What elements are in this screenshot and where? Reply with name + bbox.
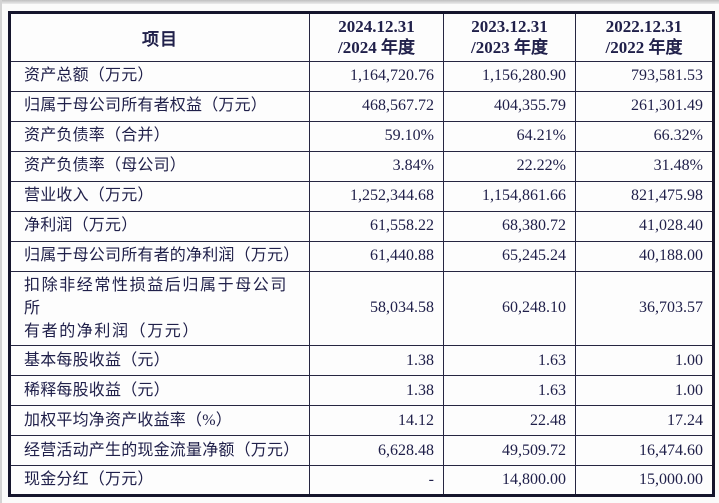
scan-edge-top bbox=[0, 0, 719, 4]
row-label: 归属于母公司所有者的净利润（万元） bbox=[9, 240, 310, 272]
table-header: 项目 2024.12.31 /2024 年度 2023.12.31 /2023 … bbox=[9, 12, 714, 62]
value-cell: 31.48% bbox=[575, 150, 714, 182]
value-cell: 3.84% bbox=[309, 150, 444, 182]
table-row-basic-eps: 基本每股收益（元） 1.38 1.63 1.00 bbox=[9, 345, 714, 377]
table-row-debt-ratio-parent: 资产负债率（母公司） 3.84% 22.22% 31.48% bbox=[9, 150, 714, 182]
table-row-weighted-avg-roe: 加权平均净资产收益率（%） 14.12 22.48 17.24 bbox=[9, 405, 714, 437]
table-row-total-assets: 资产总额（万元） 1,164,720.76 1,156,280.90 793,5… bbox=[9, 60, 714, 92]
scan-edge-left bbox=[0, 0, 2, 503]
row-label: 经营活动产生的现金流量净额（万元） bbox=[9, 435, 310, 467]
value-cell: 17.24 bbox=[575, 405, 714, 437]
value-cell: 14.12 bbox=[309, 405, 444, 437]
value-cell: 40,188.00 bbox=[575, 240, 714, 272]
row-label: 现金分红（万元） bbox=[9, 465, 310, 497]
financial-summary-table: 项目 2024.12.31 /2024 年度 2023.12.31 /2023 … bbox=[8, 11, 715, 498]
value-cell: 1,252,344.68 bbox=[309, 180, 444, 212]
header-period-2023-cell: 2023.12.31 /2023 年度 bbox=[443, 12, 576, 62]
row-label: 归属于母公司所有者权益（万元） bbox=[9, 90, 310, 122]
value-cell: 61,440.88 bbox=[309, 240, 444, 272]
header-item-cell: 项目 bbox=[9, 12, 310, 62]
value-cell: 16,474.60 bbox=[575, 435, 714, 467]
table-row-net-profit: 净利润（万元） 61,558.22 68,380.72 41,028.40 bbox=[9, 210, 714, 242]
table-row-diluted-eps: 稀释每股收益（元） 1.38 1.63 1.00 bbox=[9, 375, 714, 407]
value-cell: 1,164,720.76 bbox=[309, 60, 444, 92]
period-date: 2022.12.31 bbox=[605, 17, 683, 36]
value-cell: 261,301.49 bbox=[575, 90, 714, 122]
header-row: 项目 2024.12.31 /2024 年度 2023.12.31 /2023 … bbox=[9, 12, 714, 62]
row-label: 加权平均净资产收益率（%） bbox=[9, 405, 310, 437]
table-row-operating-cash-flow: 经营活动产生的现金流量净额（万元） 6,628.48 49,509.72 16,… bbox=[9, 435, 714, 467]
row-label: 资产总额（万元） bbox=[9, 60, 310, 92]
value-cell: - bbox=[309, 465, 444, 497]
row-label: 稀释每股收益（元） bbox=[9, 375, 310, 407]
value-cell: 1.00 bbox=[575, 345, 714, 377]
value-cell: 1,156,280.90 bbox=[443, 60, 576, 92]
header-period-2024-cell: 2024.12.31 /2024 年度 bbox=[309, 12, 444, 62]
value-cell: 49,509.72 bbox=[443, 435, 576, 467]
value-cell: 1.63 bbox=[443, 375, 576, 407]
value-cell: 1.63 bbox=[443, 345, 576, 377]
header-period-2022-cell: 2022.12.31 /2022 年度 bbox=[575, 12, 714, 62]
value-cell: 58,034.58 bbox=[309, 270, 444, 347]
table-row-net-profit-excl-nonrecurring: 扣除非经常性损益后归属于母公司所 有者的净利润（万元） 58,034.58 60… bbox=[9, 270, 714, 347]
table-row-operating-revenue: 营业收入（万元） 1,252,344.68 1,154,861.66 821,4… bbox=[9, 180, 714, 212]
row-label: 资产负债率（合并） bbox=[9, 120, 310, 152]
value-cell: 793,581.53 bbox=[575, 60, 714, 92]
row-label: 净利润（万元） bbox=[9, 210, 310, 242]
row-label: 基本每股收益（元） bbox=[9, 345, 310, 377]
value-cell: 404,355.79 bbox=[443, 90, 576, 122]
value-cell: 59.10% bbox=[309, 120, 444, 152]
period-date: 2024.12.31 bbox=[338, 17, 415, 36]
value-cell: 65,245.24 bbox=[443, 240, 576, 272]
table-row-parent-net-profit: 归属于母公司所有者的净利润（万元） 61,440.88 65,245.24 40… bbox=[9, 240, 714, 272]
value-cell: 22.22% bbox=[443, 150, 576, 182]
value-cell: 468,567.72 bbox=[309, 90, 444, 122]
row-label: 资产负债率（母公司） bbox=[9, 150, 310, 182]
value-cell: 821,475.98 bbox=[575, 180, 714, 212]
value-cell: 64.21% bbox=[443, 120, 576, 152]
table-row-cash-dividend: 现金分红（万元） - 14,800.00 15,000.00 bbox=[9, 465, 714, 497]
period-date: 2023.12.31 bbox=[471, 17, 548, 36]
table-row-parent-equity: 归属于母公司所有者权益（万元） 468,567.72 404,355.79 26… bbox=[9, 90, 714, 122]
value-cell: 41,028.40 bbox=[575, 210, 714, 242]
table-body: 资产总额（万元） 1,164,720.76 1,156,280.90 793,5… bbox=[9, 60, 714, 497]
value-cell: 36,703.57 bbox=[575, 270, 714, 347]
value-cell: 1.38 bbox=[309, 375, 444, 407]
period-year: /2022 年度 bbox=[605, 38, 683, 58]
value-cell: 66.32% bbox=[575, 120, 714, 152]
value-cell: 61,558.22 bbox=[309, 210, 444, 242]
value-cell: 1,154,861.66 bbox=[443, 180, 576, 212]
period-year: /2024 年度 bbox=[338, 38, 415, 58]
value-cell: 14,800.00 bbox=[443, 465, 576, 497]
row-label: 扣除非经常性损益后归属于母公司所 有者的净利润（万元） bbox=[9, 270, 310, 347]
period-year: /2023 年度 bbox=[471, 38, 548, 58]
value-cell: 15,000.00 bbox=[575, 465, 714, 497]
row-label: 营业收入（万元） bbox=[9, 180, 310, 212]
value-cell: 6,628.48 bbox=[309, 435, 444, 467]
value-cell: 22.48 bbox=[443, 405, 576, 437]
value-cell: 60,248.10 bbox=[443, 270, 576, 347]
value-cell: 1.38 bbox=[309, 345, 444, 377]
table-row-debt-ratio-consolidated: 资产负债率（合并） 59.10% 64.21% 66.32% bbox=[9, 120, 714, 152]
value-cell: 68,380.72 bbox=[443, 210, 576, 242]
value-cell: 1.00 bbox=[575, 375, 714, 407]
